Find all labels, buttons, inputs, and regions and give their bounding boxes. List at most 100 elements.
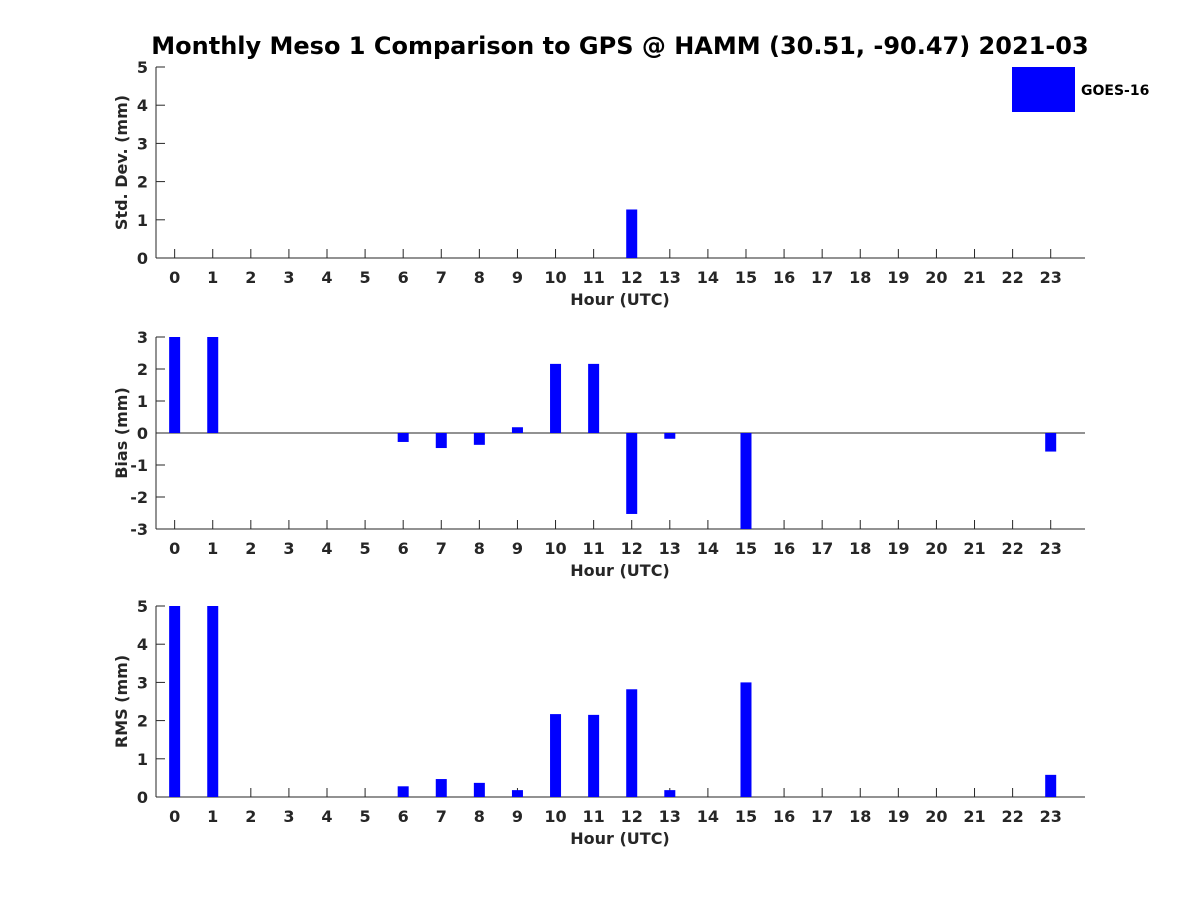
- bias-x-tick-label: 23: [1040, 539, 1062, 558]
- bias-x-tick-label: 22: [1001, 539, 1023, 558]
- std-dev-x-label: Hour (UTC): [570, 290, 670, 309]
- rms-bar-hour-12: [626, 689, 638, 797]
- bias-y-tick-label: 0: [137, 424, 148, 443]
- bias-y-tick-label: -2: [130, 488, 148, 507]
- std-dev-x-tick-label: 4: [321, 268, 332, 287]
- rms-x-tick-label: 17: [811, 807, 833, 826]
- rms-x-tick-label: 11: [582, 807, 604, 826]
- std-dev-x-tick-label: 12: [621, 268, 643, 287]
- std-dev-x-tick-label: 6: [398, 268, 409, 287]
- bias-x-tick-label: 18: [849, 539, 871, 558]
- bias-bar-hour-8: [473, 433, 485, 445]
- rms-y-tick-label: 0: [137, 788, 148, 807]
- std-dev-y-tick-label: 1: [137, 211, 148, 230]
- std-dev-x-tick-label: 20: [925, 268, 947, 287]
- bias-bar-hour-11: [588, 363, 600, 433]
- rms-y-tick-label: 2: [137, 712, 148, 731]
- rms-x-tick-label: 13: [659, 807, 681, 826]
- rms-x-tick-label: 19: [887, 807, 909, 826]
- bias-bar-hour-23: [1045, 433, 1057, 452]
- bias-x-tick-label: 16: [773, 539, 795, 558]
- bias-bar-hour-12: [626, 433, 638, 514]
- std-dev-x-tick-label: 7: [436, 268, 447, 287]
- bias-y-tick-label: 1: [137, 392, 148, 411]
- std-dev-x-tick-label: 18: [849, 268, 871, 287]
- std-dev-y-tick-label: 5: [137, 58, 148, 77]
- rms-x-tick-label: 1: [207, 807, 218, 826]
- rms-x-tick-label: 16: [773, 807, 795, 826]
- bias-y-tick-label: -3: [130, 520, 148, 539]
- bias-bar-hour-9: [511, 427, 523, 433]
- bias-x-tick-label: 7: [436, 539, 447, 558]
- bias-x-tick-label: 6: [398, 539, 409, 558]
- std-dev-x-tick-label: 13: [659, 268, 681, 287]
- rms-y-label: RMS (mm): [112, 655, 131, 748]
- std-dev-y-tick-label: 3: [137, 134, 148, 153]
- bias-x-label: Hour (UTC): [570, 561, 670, 580]
- bias-bar-hour-15: [740, 433, 752, 529]
- rms-x-label: Hour (UTC): [570, 829, 670, 848]
- rms-bar-hour-1: [207, 606, 219, 797]
- std-dev-y-tick-label: 2: [137, 173, 148, 192]
- std-dev-y-tick-label: 0: [137, 249, 148, 268]
- rms-x-tick-label: 21: [963, 807, 985, 826]
- rms-y-tick-label: 4: [137, 635, 148, 654]
- rms-x-tick-label: 14: [697, 807, 719, 826]
- std-dev-x-tick-label: 23: [1040, 268, 1062, 287]
- std-dev-x-tick-label: 9: [512, 268, 523, 287]
- rms-bar-hour-23: [1045, 774, 1057, 797]
- rms-x-tick-label: 8: [474, 807, 485, 826]
- bias-x-tick-label: 13: [659, 539, 681, 558]
- std-dev-x-tick-label: 15: [735, 268, 757, 287]
- std-dev-x-tick-label: 19: [887, 268, 909, 287]
- bias-x-tick-label: 9: [512, 539, 523, 558]
- std-dev-x-tick-label: 22: [1001, 268, 1023, 287]
- std-dev-x-tick-label: 5: [360, 268, 371, 287]
- rms-y-tick-label: 1: [137, 750, 148, 769]
- bias-x-tick-label: 19: [887, 539, 909, 558]
- bias-bar-hour-1: [207, 337, 219, 433]
- std-dev-y-label: Std. Dev. (mm): [112, 95, 131, 230]
- rms-bar-hour-11: [588, 714, 600, 797]
- std-dev-x-tick-label: 0: [169, 268, 180, 287]
- bias-bar-hour-6: [397, 433, 409, 442]
- rms-bar-hour-7: [435, 779, 447, 797]
- rms-bar-hour-15: [740, 682, 752, 797]
- rms-x-tick-label: 15: [735, 807, 757, 826]
- rms-bar-hour-10: [550, 714, 562, 797]
- bias-x-tick-label: 15: [735, 539, 757, 558]
- std-dev-x-tick-label: 1: [207, 268, 218, 287]
- bias-x-tick-label: 11: [582, 539, 604, 558]
- legend-label-goes-16: GOES-16: [1081, 83, 1149, 99]
- rms-x-tick-label: 9: [512, 807, 523, 826]
- legend: GOES-16: [1012, 67, 1149, 112]
- bias-y-tick-label: -1: [130, 456, 148, 475]
- rms-x-tick-label: 0: [169, 807, 180, 826]
- rms-x-tick-label: 7: [436, 807, 447, 826]
- rms-y-tick-label: 5: [137, 597, 148, 616]
- bias-x-tick-label: 21: [963, 539, 985, 558]
- bias-x-tick-label: 1: [207, 539, 218, 558]
- std-dev-x-tick-label: 14: [697, 268, 719, 287]
- bias-x-tick-label: 5: [360, 539, 371, 558]
- rms-bar-hour-13: [664, 790, 676, 797]
- bias-x-tick-label: 0: [169, 539, 180, 558]
- bias-bar-hour-0: [169, 337, 181, 433]
- bias-y-label: Bias (mm): [112, 387, 131, 479]
- bias-x-tick-label: 17: [811, 539, 833, 558]
- rms-x-tick-label: 2: [245, 807, 256, 826]
- rms-x-tick-label: 3: [283, 807, 294, 826]
- std-dev-x-tick-label: 21: [963, 268, 985, 287]
- std-dev-x-tick-label: 8: [474, 268, 485, 287]
- std-dev-x-tick-label: 10: [544, 268, 566, 287]
- legend-swatch-goes-16: [1012, 67, 1075, 112]
- bias-bar-hour-7: [435, 433, 447, 449]
- bias-y-tick-label: 2: [137, 360, 148, 379]
- bias-x-tick-label: 3: [283, 539, 294, 558]
- bias-x-tick-label: 4: [321, 539, 332, 558]
- std-dev-x-tick-label: 11: [582, 268, 604, 287]
- std-dev-y-tick-label: 4: [137, 96, 148, 115]
